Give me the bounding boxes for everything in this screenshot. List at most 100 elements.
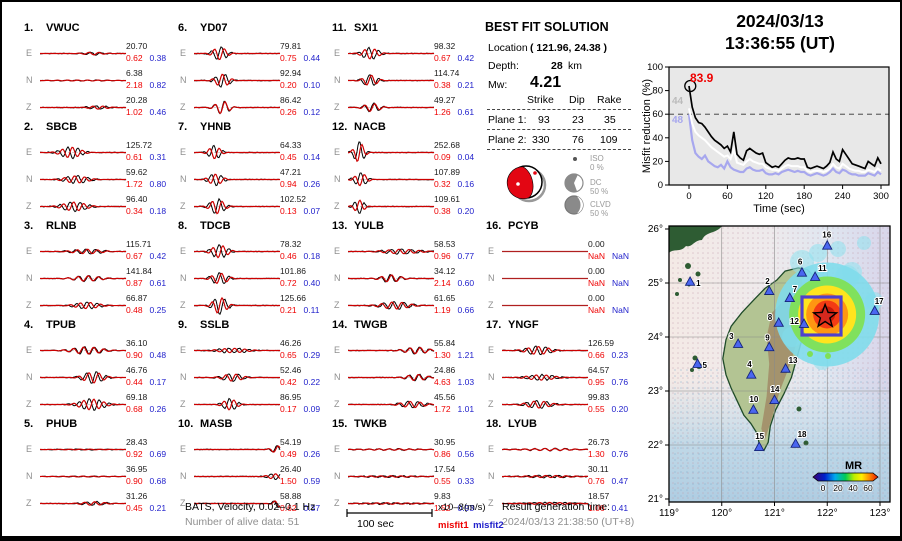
- synthetic-waveform: [348, 448, 435, 451]
- waveform-trace-row: Z 0.00 NaN NaN: [482, 292, 636, 319]
- waveform-trace-row: Z 9.83 1.52 0.93: [328, 490, 482, 517]
- station-number: 6.: [178, 22, 188, 34]
- misfit1-value: 0.13: [280, 206, 297, 216]
- synthetic-waveform: [502, 474, 589, 479]
- waveform-trace-row: E 115.71 0.67 0.42: [20, 238, 174, 265]
- component-label: Z: [334, 498, 340, 508]
- waveform-trace-row: Z 109.61 0.38 0.20: [328, 193, 482, 220]
- component-label: Z: [334, 102, 340, 112]
- waveform-plot: [348, 300, 435, 310]
- amplitude-value: 47.21: [280, 167, 302, 177]
- amplitude-value: 64.57: [588, 365, 610, 375]
- station-number: 12.: [332, 121, 348, 133]
- misfit1-value: 0.55: [588, 404, 605, 414]
- waveform-trace-row: Z 96.40 0.34 0.18: [20, 193, 174, 220]
- station-marker-label: 12: [790, 317, 799, 326]
- station-number: 13.: [332, 220, 348, 232]
- plane1-label: Plane 1:: [488, 114, 527, 126]
- misfit1-value: 0.17: [280, 404, 297, 414]
- waveform-trace-row: Z 102.52 0.13 0.07: [174, 193, 328, 220]
- mw-label: Mw:: [488, 79, 508, 91]
- station-marker-label: 2: [765, 277, 770, 286]
- station-header: 4. TPUB: [24, 319, 76, 331]
- amplitude-value: 109.61: [434, 194, 460, 204]
- trace-values: 109.61 0.38 0.20: [434, 194, 482, 216]
- misfit-reduction-chart: 0 60 120 180 240 300 0 20 40 60 80 100 83.9 44 48 Time …: [642, 62, 890, 215]
- station-number: 14.: [332, 319, 348, 331]
- colorbar-title: MR: [845, 460, 862, 472]
- component-label: N: [26, 372, 33, 382]
- waveform-plot: [194, 244, 281, 259]
- misfit1-value: 0.49: [280, 449, 297, 459]
- station-header: 9. SSLB: [178, 319, 229, 331]
- colorbar-icon: [812, 472, 879, 482]
- misfit2-value: 0.09: [303, 404, 321, 414]
- waveform-plot: [40, 398, 127, 412]
- station-name: NACB: [354, 121, 386, 133]
- search-region-box: [800, 295, 843, 337]
- misfit2-value: 0.12: [303, 107, 321, 117]
- station-marker-label: 9: [765, 333, 770, 342]
- waveform-trace-row: Z 61.65 1.19 0.66: [328, 292, 482, 319]
- station-name: YNGF: [508, 319, 539, 331]
- trace-values: 18.57 1.06 0.41: [588, 491, 636, 513]
- misfit1-value: 0.09: [434, 152, 451, 162]
- station-marker-label: 17: [875, 297, 884, 306]
- waveform-plot: [502, 277, 588, 280]
- map-x-label: 120°: [711, 508, 732, 519]
- waveform-plot: [348, 273, 435, 283]
- component-label: Z: [180, 399, 186, 409]
- station-header: 17. YNGF: [486, 319, 539, 331]
- component-label: E: [334, 48, 341, 58]
- trace-values: 45.56 1.72 1.01: [434, 392, 482, 414]
- station-marker-label: 1: [696, 279, 701, 288]
- waveform-plot: [348, 172, 435, 187]
- synthetic-waveform: [194, 473, 281, 480]
- station-block: 7. YHNB E 64.33 0.45 0.14 N 47.21 0.94 0.26 Z 102.5…: [174, 121, 328, 220]
- misfit1-value: NaN: [588, 305, 606, 315]
- station-header: 11. SXI1: [332, 22, 378, 34]
- waveform-plot: [40, 345, 127, 355]
- misfit1-value: 0.34: [126, 206, 143, 216]
- station-header: 16. PCYB: [486, 220, 539, 232]
- misfit2-value: 0.20: [611, 404, 629, 414]
- station-header: 10. MASB: [178, 418, 232, 430]
- synthetic-waveform: [502, 400, 588, 409]
- component-label: N: [334, 372, 341, 382]
- time-scalebar-icon: [346, 509, 433, 517]
- waveform-plot: [194, 144, 281, 160]
- misfit2-value: 0.40: [303, 278, 321, 288]
- misfit1-value: 0.42: [280, 377, 297, 387]
- waveform-plot: [348, 373, 435, 382]
- waveform-plot: [40, 174, 127, 185]
- waveform-trace-row: E 64.33 0.45 0.14: [174, 139, 328, 166]
- synthetic-waveform: [348, 74, 434, 86]
- misfit1-value: 0.62: [280, 503, 297, 513]
- waveform-trace-row: Z 99.83 0.55 0.20: [482, 391, 636, 418]
- misfit1-value: NaN: [588, 251, 606, 261]
- table-rule: [487, 109, 631, 110]
- trace-values: 26.73 1.30 0.76: [588, 437, 636, 459]
- component-label: Z: [334, 201, 340, 211]
- station-marker: [769, 394, 780, 405]
- waveform-plot: [194, 197, 281, 215]
- amplitude-value: 126.59: [588, 338, 614, 348]
- amplitude-value: 30.11: [588, 464, 609, 474]
- misfit1-value: 2.14: [434, 278, 451, 288]
- misfit1-value: 0.94: [280, 179, 297, 189]
- misfit1-value: 1.52: [434, 503, 451, 513]
- synthetic-waveform: [40, 398, 127, 411]
- trace-values: 252.68 0.09 0.04: [434, 140, 482, 162]
- amplitude-value: 18.57: [588, 491, 610, 501]
- misfit1-value: 1.50: [280, 476, 297, 486]
- station-block: 13. YULB E 58.53 0.96 0.77 N 34.12 2.14 0.60 Z 61.6…: [328, 220, 482, 319]
- component-label: N: [180, 174, 187, 184]
- misfit2-value: 0.22: [303, 377, 321, 387]
- misfit1-value: 1.26: [434, 107, 451, 117]
- col-strike: Strike: [527, 94, 554, 106]
- trace-values: 0.00 NaN NaN: [588, 266, 636, 288]
- synthetic-waveform: [194, 272, 280, 285]
- station-block: 12. NACB E 252.68 0.09 0.04 N 107.89 0.32 0.16 Z 10…: [328, 121, 482, 220]
- waveform-plot: [40, 275, 127, 283]
- waveform-trace-row: E 98.32 0.67 0.42: [328, 40, 482, 67]
